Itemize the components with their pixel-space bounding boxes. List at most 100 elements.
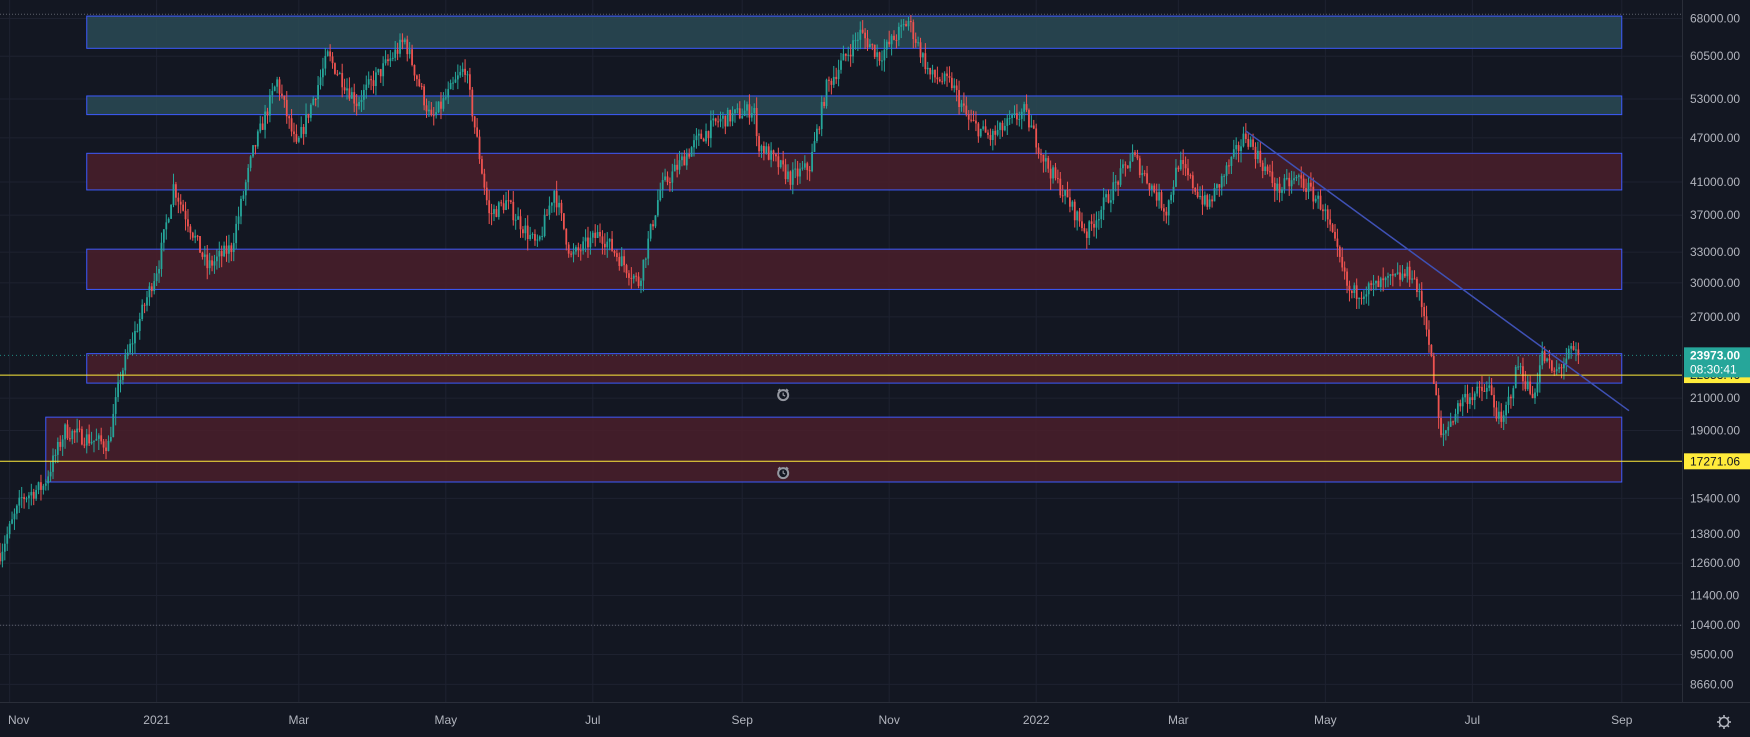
candle-body bbox=[1071, 201, 1074, 207]
candle bbox=[1184, 156, 1187, 177]
candle bbox=[8, 520, 11, 539]
candle-body bbox=[1534, 392, 1536, 399]
candle-body bbox=[1500, 411, 1503, 422]
candle bbox=[637, 272, 640, 289]
candle bbox=[483, 168, 486, 195]
candle bbox=[640, 278, 642, 294]
candle-body bbox=[300, 126, 303, 138]
candle bbox=[1117, 180, 1120, 197]
candle-body bbox=[589, 237, 592, 248]
candle bbox=[796, 160, 799, 186]
candle bbox=[654, 215, 657, 229]
candle-body bbox=[211, 260, 213, 266]
candle-body bbox=[464, 68, 466, 75]
candle bbox=[623, 249, 626, 273]
candle bbox=[572, 243, 575, 263]
candle bbox=[591, 230, 594, 244]
candle-body bbox=[201, 252, 204, 257]
candle-body bbox=[199, 236, 201, 253]
candle bbox=[466, 70, 469, 84]
candle-body bbox=[83, 444, 86, 446]
price-tick-label: 12600.00 bbox=[1690, 556, 1740, 570]
candle bbox=[1478, 380, 1481, 398]
candle bbox=[570, 250, 573, 258]
candle bbox=[760, 144, 763, 158]
candle bbox=[1365, 286, 1368, 304]
gear-icon[interactable] bbox=[1717, 715, 1731, 729]
candle bbox=[136, 323, 139, 333]
candle-body bbox=[575, 247, 577, 252]
candle-body bbox=[175, 184, 177, 198]
candle bbox=[941, 72, 944, 85]
candle bbox=[350, 87, 353, 99]
candle-body bbox=[526, 225, 529, 239]
candle-body bbox=[1370, 283, 1373, 285]
candle bbox=[18, 489, 21, 513]
candle-body bbox=[762, 145, 765, 154]
candle-body bbox=[343, 87, 346, 91]
candle bbox=[509, 199, 512, 205]
level-price-tag-label: 17271.06 bbox=[1690, 454, 1740, 468]
candle-body bbox=[420, 86, 423, 88]
candle bbox=[818, 126, 821, 135]
candle-body bbox=[970, 119, 973, 121]
candle bbox=[25, 496, 28, 503]
candle-body bbox=[946, 73, 948, 77]
candle bbox=[1261, 160, 1264, 179]
candle-body bbox=[871, 44, 874, 46]
candle-body bbox=[372, 80, 375, 87]
candle-body bbox=[1466, 393, 1469, 404]
candle-body bbox=[596, 231, 599, 239]
candle bbox=[642, 259, 645, 292]
candle bbox=[1278, 176, 1281, 203]
gear-ring bbox=[1718, 716, 1730, 728]
candle-body bbox=[664, 176, 666, 181]
candle-body bbox=[881, 60, 883, 62]
candle-body bbox=[160, 242, 163, 269]
candle bbox=[399, 33, 401, 58]
candle bbox=[1307, 177, 1310, 200]
candle bbox=[317, 76, 319, 108]
candle bbox=[1114, 174, 1117, 192]
candle bbox=[93, 440, 95, 453]
candle-body bbox=[1423, 307, 1426, 317]
candle-body bbox=[700, 133, 703, 139]
candle bbox=[601, 230, 604, 255]
candle-body bbox=[929, 67, 932, 75]
candle-body bbox=[47, 476, 50, 484]
candle bbox=[1403, 269, 1406, 278]
candle-body bbox=[1175, 167, 1177, 187]
candle-body bbox=[558, 202, 560, 208]
candle-body bbox=[1093, 223, 1095, 228]
candle bbox=[1109, 189, 1112, 213]
candle bbox=[801, 161, 804, 171]
candle-body bbox=[806, 163, 809, 171]
candle-body bbox=[635, 275, 638, 277]
candle bbox=[912, 19, 915, 49]
candle-body bbox=[534, 234, 536, 241]
candle-body bbox=[447, 89, 450, 98]
candle-body bbox=[1452, 421, 1454, 423]
candle bbox=[1199, 186, 1201, 200]
candle bbox=[1216, 183, 1218, 196]
candle bbox=[1211, 195, 1214, 208]
candle bbox=[1522, 357, 1524, 391]
candle-body bbox=[350, 92, 353, 99]
candle-body bbox=[688, 154, 691, 157]
candle bbox=[926, 61, 929, 75]
candle bbox=[1531, 385, 1534, 399]
candle-body bbox=[1456, 403, 1459, 414]
candle-body bbox=[1225, 165, 1228, 176]
candle bbox=[1413, 270, 1416, 280]
candle bbox=[1, 543, 4, 568]
candle-body bbox=[165, 222, 168, 230]
candle bbox=[360, 90, 363, 112]
candle-body bbox=[1001, 122, 1004, 131]
candle bbox=[1259, 141, 1262, 167]
candle bbox=[1028, 108, 1030, 132]
candle bbox=[500, 199, 503, 207]
candle-body bbox=[408, 49, 411, 55]
candle bbox=[1201, 185, 1204, 215]
